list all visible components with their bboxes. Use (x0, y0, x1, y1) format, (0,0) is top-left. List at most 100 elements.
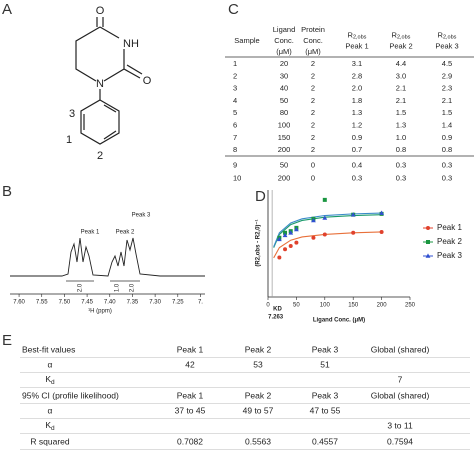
table-cell: 0.7 (352, 145, 362, 154)
header-text: Peak 3 (312, 344, 339, 354)
table-cell: 2.9 (442, 71, 452, 80)
table-cell-symbol: K (45, 420, 51, 430)
table-cell-subscript: d (51, 379, 55, 386)
marker (322, 215, 328, 220)
header-text: Best-fit values (22, 344, 75, 354)
phenyl-ring (80, 99, 120, 145)
x-tick-label: 7.50 (59, 300, 71, 306)
integral-label: 1.0 (115, 283, 121, 292)
table-cell: 4.4 (396, 59, 406, 68)
header-text: (μM) (276, 47, 292, 56)
panel-label: B (2, 183, 12, 200)
marker (351, 230, 356, 235)
legend-label: Peak 1 (437, 223, 462, 232)
x-axis-label: ¹H (ppm) (88, 309, 112, 315)
x-tick-label: 200 (377, 303, 388, 309)
table-cell: 10 (233, 173, 241, 182)
panel-label: C (228, 1, 239, 18)
marker (283, 247, 288, 252)
table-cell: 2 (311, 71, 315, 80)
peak-label: Peak 1 (81, 230, 100, 236)
table-cell: 53 (253, 359, 263, 369)
nmr-spectrum (10, 237, 205, 277)
header-text: Sample (234, 36, 259, 45)
table-cell: 1.3 (352, 108, 362, 117)
table-cell: 50 (280, 96, 288, 105)
table-cell: 0.5563 (245, 436, 271, 446)
marker (426, 240, 430, 244)
table-cell: 0.7082 (177, 436, 203, 446)
table-cell: 2 (311, 59, 315, 68)
x-tick-label: 100 (320, 303, 331, 309)
table-cell: 51 (320, 359, 330, 369)
x-tick-label: 250 (405, 303, 416, 309)
header-symbol: R2,obs (438, 30, 457, 40)
table-cell: 2.8 (352, 71, 362, 80)
x-axis-label: Ligand Conc. (μM) (313, 318, 365, 324)
table-cell: 0.8 (442, 145, 452, 154)
table-cell: 9 (233, 160, 237, 169)
marker (288, 243, 293, 248)
header-text: Peak 2 (245, 344, 272, 354)
header-text: Peak 3 (312, 390, 339, 400)
peak-label: Peak 2 (116, 230, 135, 236)
table-cell: 0.3 (352, 173, 362, 182)
marker (425, 253, 431, 258)
x-tick-label: 7.55 (36, 300, 48, 306)
table-cell: 1.0 (396, 133, 406, 142)
table-cell: 2.1 (396, 84, 406, 93)
header-symbol-symbol: R (438, 30, 444, 39)
table-cell: 40 (280, 84, 288, 93)
header-symbol: R2,obs (392, 30, 411, 40)
header-text: Peak 2 (245, 390, 272, 400)
table-cell: 2 (233, 71, 237, 80)
table-cell: 0.8 (396, 145, 406, 154)
marker (276, 236, 282, 242)
header-text: Global (shared) (371, 344, 430, 354)
table-cell: Kd (45, 420, 55, 431)
table-cell: 0.3 (442, 173, 452, 182)
table-cell: 5 (233, 108, 237, 117)
table-cell: 0.3 (396, 160, 406, 169)
kd-text: KD (273, 307, 282, 313)
header-symbol-subscript: 2,obs (397, 35, 411, 41)
header-text: 95% CI (profile likelihood) (22, 390, 119, 400)
marker (294, 226, 299, 232)
marker (350, 212, 356, 217)
integral-label: 2.0 (130, 283, 136, 292)
atom-label: O (143, 75, 152, 87)
table-cell: 0 (311, 160, 315, 169)
table-cell: 1.5 (442, 108, 452, 117)
y-axis-label: (R2,obs - R2,0)⁻¹ (255, 219, 262, 266)
carbonyl-right (123, 64, 143, 79)
table-cell: 30 (280, 71, 288, 80)
table-cell: 1.2 (352, 120, 362, 129)
structure (75, 17, 143, 145)
table-cell: R squared (30, 436, 69, 446)
table-cell: 20 (280, 59, 288, 68)
header-text: Peak 1 (177, 344, 204, 354)
header-text: Peak 2 (389, 41, 412, 50)
table-cell: 0.7594 (387, 436, 413, 446)
marker (322, 197, 327, 202)
x-tick-label: 7.30 (149, 300, 161, 306)
table-cell: 7 (398, 374, 403, 384)
x-tick-label: 7.40 (104, 300, 116, 306)
header-text: Peak 3 (435, 41, 458, 50)
marker (311, 217, 316, 223)
table-cell: 4.5 (442, 59, 452, 68)
table-cell: 0.4557 (312, 436, 338, 446)
marker (379, 229, 384, 234)
x-tick-label: 7.35 (127, 300, 139, 306)
table-cell: α (48, 359, 53, 369)
table-cell-symbol: K (45, 374, 51, 384)
header-text: (μM) (305, 47, 321, 56)
panel-label: A (2, 1, 12, 18)
table-cell: 2.1 (396, 96, 406, 105)
table-cell: 2.1 (442, 96, 452, 105)
x-tick-label: 0 (266, 303, 270, 309)
table-cell: 2 (311, 96, 315, 105)
table-cell: 7 (233, 133, 237, 142)
carbonyl-top (96, 17, 104, 27)
x-tick-label: 7.45 (81, 300, 93, 306)
